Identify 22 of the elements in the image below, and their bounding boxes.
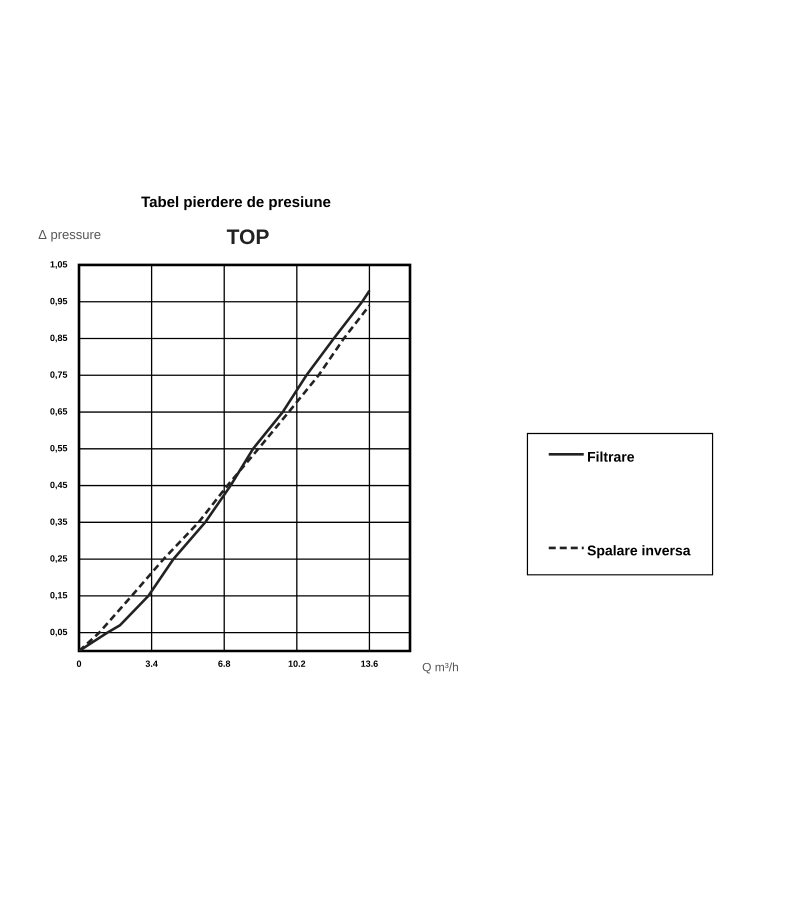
y-tick-label: 0,85 <box>50 334 68 342</box>
y-tick-label: 0,75 <box>50 371 68 380</box>
x-axis-title: Q m³/h <box>422 662 458 674</box>
y-tick-label: 0,35 <box>50 518 68 526</box>
x-tick-label: 0 <box>76 660 82 667</box>
x-tick-label: 10.2 <box>288 660 306 667</box>
y-tick-label: 0,05 <box>50 628 68 636</box>
chart-subtitle: TOP <box>226 229 269 244</box>
y-tick-label: 0,25 <box>50 555 68 563</box>
y-tick-label: 0,55 <box>50 444 68 453</box>
y-tick-label: 1,05 <box>50 261 68 269</box>
y-tick-label: 0,15 <box>50 592 68 600</box>
y-tick-label: 0,95 <box>50 298 68 306</box>
x-tick-label: 3.4 <box>146 660 158 667</box>
chart-title: Tabel pierdere de presiune <box>141 196 330 210</box>
y-tick-label: 0,65 <box>50 408 68 416</box>
x-tick-label: 6.8 <box>218 660 230 667</box>
x-tick-label: 13.6 <box>361 660 378 667</box>
legend-label: Spalare inversa <box>587 545 691 558</box>
y-axis-title: Δ pressure <box>38 230 100 242</box>
legend-label: Filtrare <box>588 452 634 462</box>
y-tick-label: 0,45 <box>50 482 68 490</box>
